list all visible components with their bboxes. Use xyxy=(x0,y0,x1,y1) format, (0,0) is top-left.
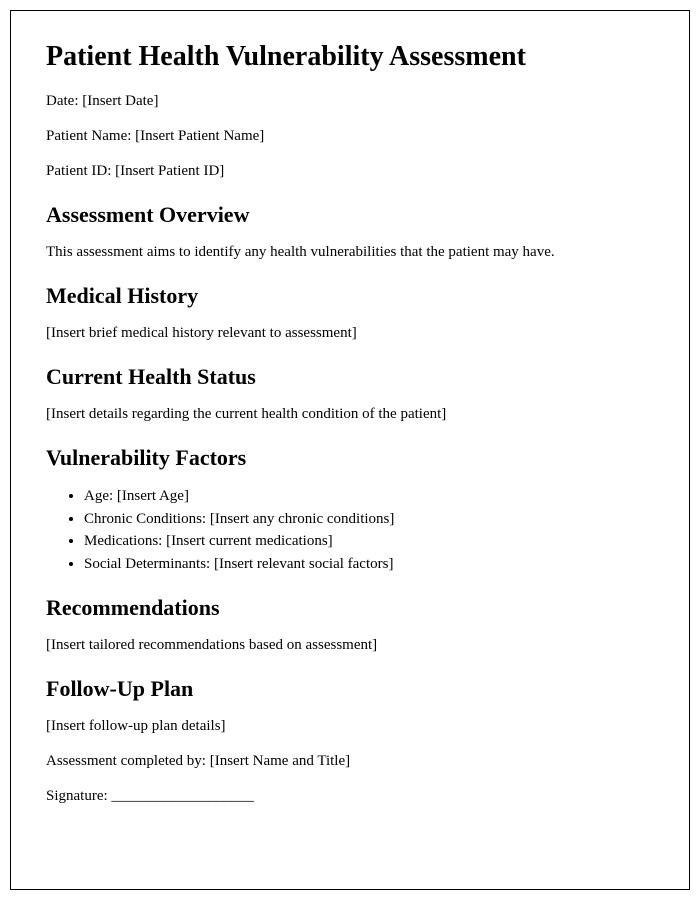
list-item: Chronic Conditions: [Insert any chronic … xyxy=(84,508,654,531)
body-followup: [Insert follow-up plan details] xyxy=(46,716,654,737)
list-item: Age: [Insert Age] xyxy=(84,485,654,508)
body-overview: This assessment aims to identify any hea… xyxy=(46,242,654,263)
document-title: Patient Health Vulnerability Assessment xyxy=(46,41,654,73)
heading-medical-history: Medical History xyxy=(46,283,654,309)
heading-overview: Assessment Overview xyxy=(46,202,654,228)
signature-line: Signature: ___________________ xyxy=(46,786,654,807)
heading-vulnerability: Vulnerability Factors xyxy=(46,445,654,471)
field-patient-name: Patient Name: [Insert Patient Name] xyxy=(46,126,654,147)
heading-recommendations: Recommendations xyxy=(46,595,654,621)
heading-current-health: Current Health Status xyxy=(46,364,654,390)
body-recommendations: [Insert tailored recommendations based o… xyxy=(46,635,654,656)
field-patient-id: Patient ID: [Insert Patient ID] xyxy=(46,161,654,182)
heading-followup: Follow-Up Plan xyxy=(46,676,654,702)
vulnerability-list: Age: [Insert Age] Chronic Conditions: [I… xyxy=(84,485,654,575)
document-container: Patient Health Vulnerability Assessment … xyxy=(10,10,690,890)
body-medical-history: [Insert brief medical history relevant t… xyxy=(46,323,654,344)
list-item: Social Determinants: [Insert relevant so… xyxy=(84,553,654,576)
list-item: Medications: [Insert current medications… xyxy=(84,530,654,553)
body-current-health: [Insert details regarding the current he… xyxy=(46,404,654,425)
field-date: Date: [Insert Date] xyxy=(46,91,654,112)
completed-by: Assessment completed by: [Insert Name an… xyxy=(46,751,654,772)
